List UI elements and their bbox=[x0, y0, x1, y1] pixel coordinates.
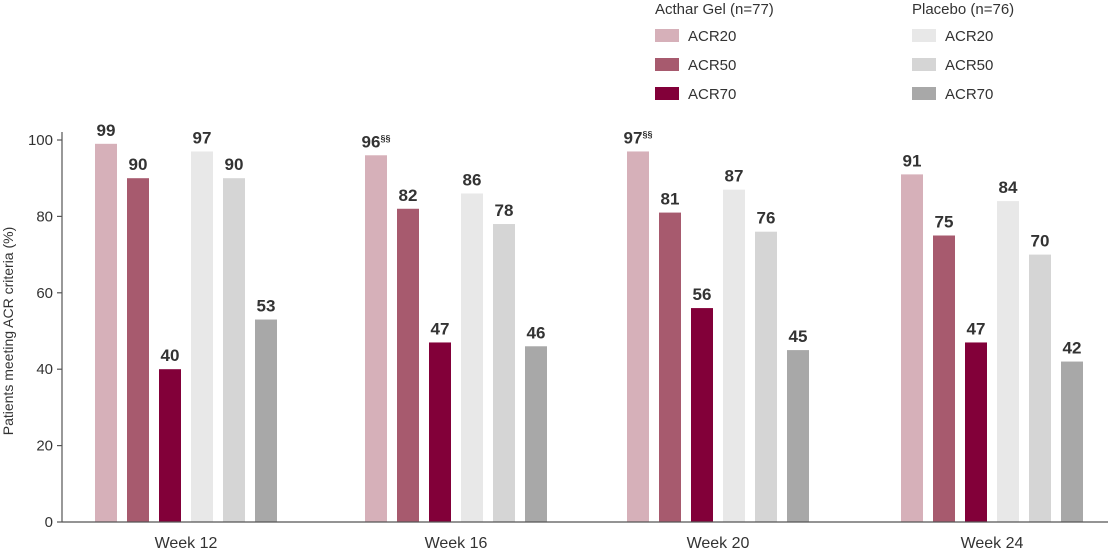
bar bbox=[933, 235, 955, 522]
data-label: 76 bbox=[757, 209, 776, 228]
legend-swatch bbox=[655, 87, 679, 100]
y-axis: 0 20 40 60 80 100 Patients meeting ACR criteri… bbox=[0, 132, 63, 531]
bar bbox=[397, 208, 419, 522]
bar bbox=[1061, 361, 1083, 522]
data-label: 91 bbox=[903, 151, 922, 170]
data-label: 86 bbox=[463, 170, 482, 189]
x-tick-label: Week 16 bbox=[425, 535, 488, 550]
y-axis-label: Patients meeting ACR criteria (%) bbox=[0, 227, 16, 436]
x-tick-label: Week 24 bbox=[961, 535, 1024, 550]
data-label: 47 bbox=[431, 319, 450, 338]
data-label: 99 bbox=[97, 121, 116, 140]
data-label: 97 bbox=[193, 128, 212, 147]
legend-swatch bbox=[912, 87, 936, 100]
y-tick-label: 60 bbox=[36, 285, 53, 302]
bar bbox=[95, 143, 117, 522]
data-label: 90 bbox=[129, 155, 148, 174]
footnote-mark: §§ bbox=[642, 129, 652, 139]
bar bbox=[627, 151, 649, 522]
y-tick-label: 80 bbox=[36, 208, 53, 225]
y-tick-label: 0 bbox=[45, 514, 53, 531]
bar bbox=[255, 319, 277, 522]
legend-label: ACR70 bbox=[945, 86, 993, 103]
y-tick-label: 20 bbox=[36, 438, 53, 455]
bar bbox=[365, 155, 387, 522]
data-label: 45 bbox=[789, 327, 808, 346]
legend-swatch bbox=[655, 58, 679, 71]
bar bbox=[723, 189, 745, 522]
bar bbox=[461, 193, 483, 523]
data-label: 53 bbox=[257, 297, 276, 316]
data-label: 75 bbox=[935, 213, 954, 232]
y-tick-label: 40 bbox=[36, 361, 53, 378]
data-label: 42 bbox=[1063, 339, 1082, 358]
data-label: 40 bbox=[161, 346, 180, 365]
legend-swatch bbox=[912, 58, 936, 71]
data-label: 90 bbox=[225, 155, 244, 174]
bar bbox=[429, 342, 451, 522]
legend-label: ACR20 bbox=[688, 28, 736, 45]
data-label: 87 bbox=[725, 167, 744, 186]
bars: 99 96§§ 97§§ 91 90 82 81 75 40 47 56 47 97 86 87 84 90 78… bbox=[95, 121, 1083, 523]
x-tick-label: Week 20 bbox=[687, 535, 750, 550]
data-label: 84 bbox=[999, 178, 1018, 197]
bar bbox=[965, 342, 987, 522]
legend-swatch bbox=[655, 29, 679, 42]
bar bbox=[1029, 254, 1051, 522]
data-label: 78 bbox=[495, 201, 514, 220]
legend-label: ACR50 bbox=[945, 57, 993, 74]
data-label: 47 bbox=[967, 319, 986, 338]
legend-label: ACR20 bbox=[945, 28, 993, 45]
bar bbox=[191, 151, 213, 522]
data-label: 82 bbox=[399, 186, 418, 205]
legend-label: ACR70 bbox=[688, 86, 736, 103]
bar bbox=[997, 201, 1019, 522]
bar bbox=[691, 308, 713, 522]
legend-title: Placebo (n=76) bbox=[912, 1, 1014, 18]
legend: Acthar Gel (n=77) ACR20 ACR50 ACR70 Placebo … bbox=[655, 1, 1014, 103]
legend-title: Acthar Gel (n=77) bbox=[655, 1, 774, 18]
bar bbox=[127, 178, 149, 522]
data-label: 46 bbox=[527, 323, 546, 342]
footnote-mark: §§ bbox=[380, 133, 390, 143]
legend-swatch bbox=[912, 29, 936, 42]
data-label: 70 bbox=[1031, 232, 1050, 251]
bar bbox=[525, 346, 547, 522]
bar bbox=[159, 369, 181, 522]
data-label: 97§§ bbox=[624, 128, 653, 147]
data-label: 81 bbox=[661, 190, 680, 209]
legend-label: ACR50 bbox=[688, 57, 736, 74]
data-label: 56 bbox=[693, 285, 712, 304]
bar bbox=[901, 174, 923, 522]
x-tick-label: Week 12 bbox=[155, 535, 218, 550]
data-label: 96§§ bbox=[362, 132, 391, 151]
y-tick-label: 100 bbox=[28, 132, 53, 149]
x-axis: Week 12 Week 16 Week 20 Week 24 bbox=[62, 521, 1108, 550]
bar bbox=[787, 350, 809, 522]
bar bbox=[755, 231, 777, 522]
bar bbox=[659, 212, 681, 522]
bar bbox=[223, 178, 245, 522]
bar bbox=[493, 224, 515, 523]
